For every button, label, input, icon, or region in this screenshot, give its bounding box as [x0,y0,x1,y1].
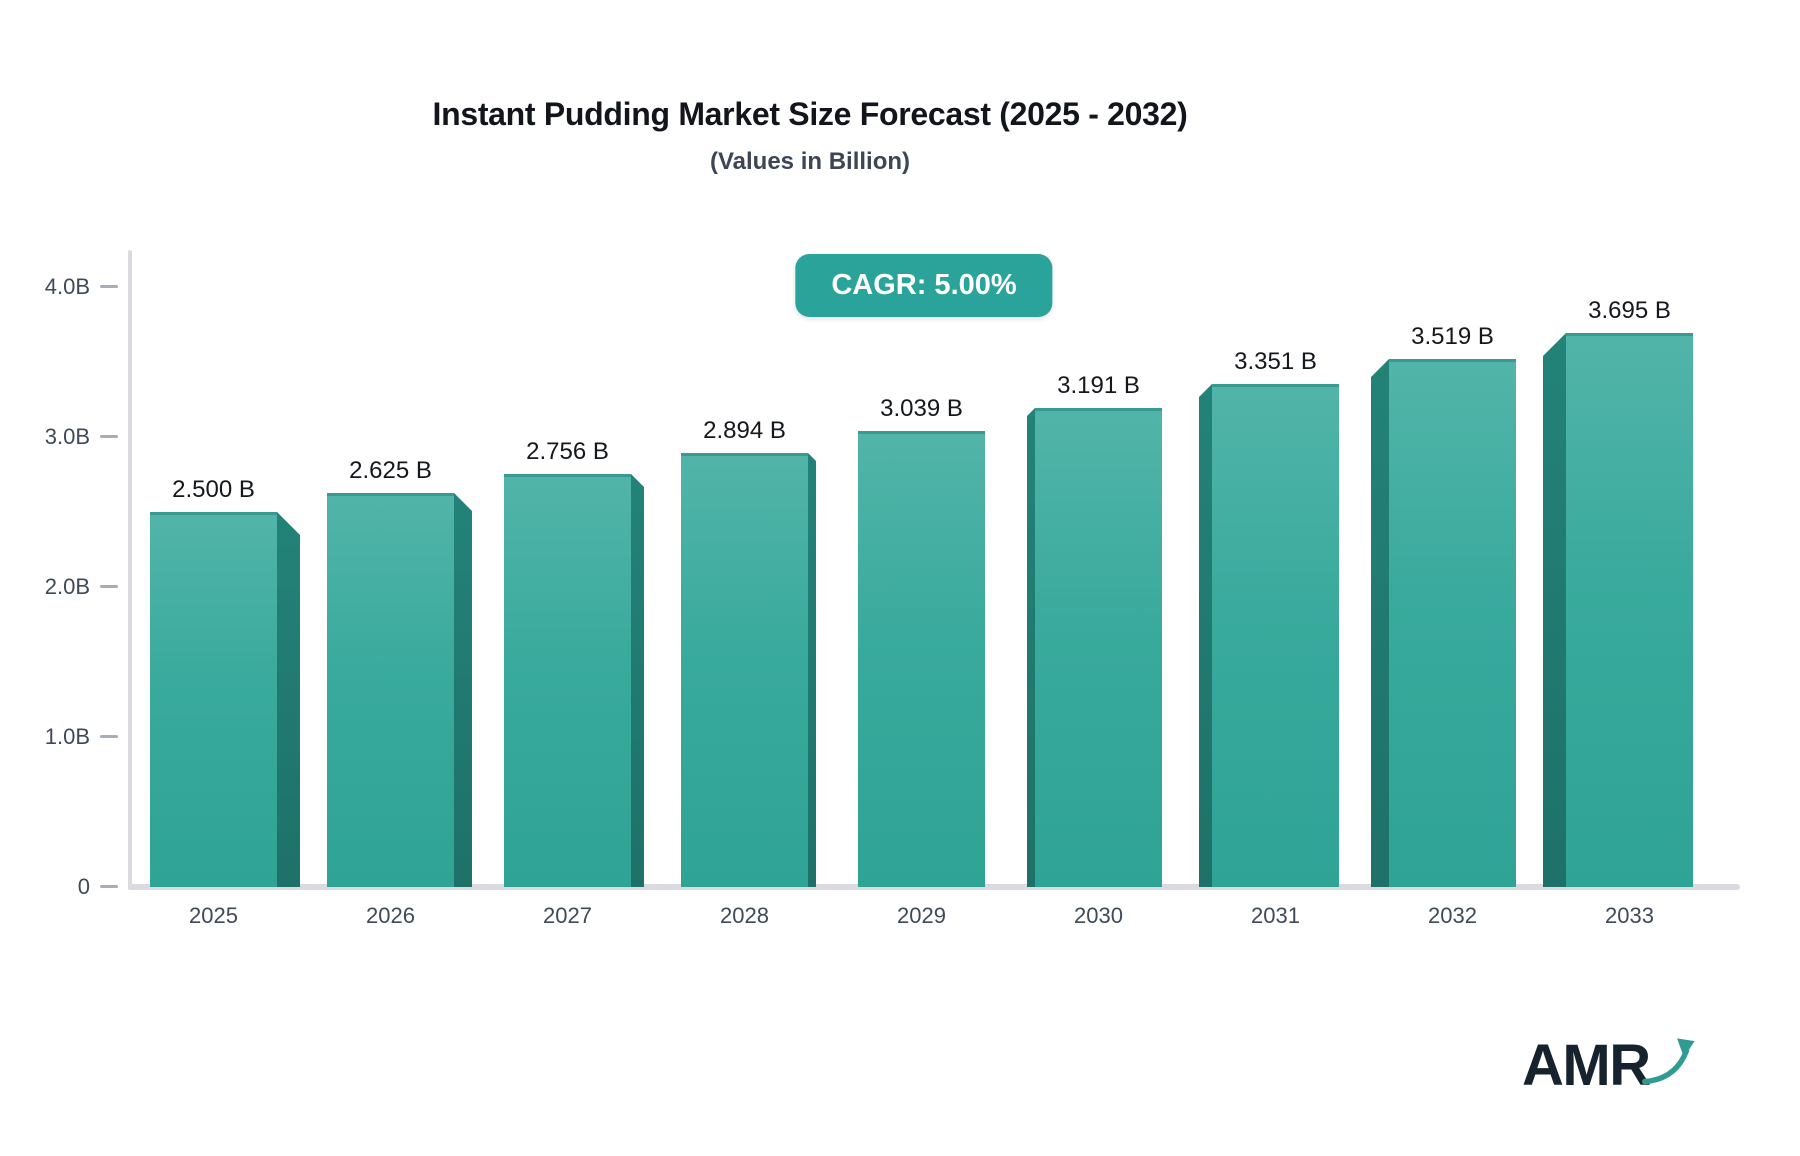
bar-side-2027 [631,474,644,887]
x-axis-label-2030: 2030 [1074,903,1123,928]
growth-arrow-icon [1641,1032,1696,1093]
bar-2027 [504,474,644,887]
bar-value-label-2027: 2.756 B [526,438,609,465]
y-tick-mark [100,885,118,888]
bar-face-2031 [1212,384,1339,887]
y-tick-mark [100,435,118,438]
y-axis-line [128,250,132,890]
bar-side-2028 [808,453,816,887]
amr-logo-text: AMR [1522,1033,1651,1098]
x-axis-label-2031: 2031 [1251,903,1300,928]
y-tick-mark [100,585,118,588]
chart-subtitle: (Values in Billion) [709,148,911,175]
x-axis-label-2026: 2026 [366,903,415,928]
x-axis-label-2028: 2028 [720,903,769,928]
bar-value-label-2028: 2.894 B [703,417,786,444]
bar-face-2027 [504,474,631,887]
bar-face-2030 [1035,408,1162,887]
amr-logo: AMR [1522,1032,1696,1095]
bar-face-2033 [1566,333,1693,887]
bar-2029 [858,431,985,887]
bar-2032 [1371,359,1516,887]
bar-value-label-2032: 3.519 B [1411,323,1494,350]
x-axis-label-2032: 2032 [1428,903,1477,928]
bar-side-2032 [1371,359,1389,887]
bar-2030 [1027,408,1162,887]
bar-2033 [1543,333,1693,887]
bar-value-label-2026: 2.625 B [349,457,432,484]
bar-side-2025 [277,512,300,887]
bar-side-2030 [1027,408,1035,887]
bar-2026 [327,493,472,887]
y-tick-label-4.0B: 4.0B [44,274,90,299]
cagr-badge: CAGR: 5.00% [795,254,1053,317]
x-axis-label-2025: 2025 [189,903,238,928]
y-tick-label-1.0B: 1.0B [44,724,90,749]
bar-face-2028 [681,453,808,887]
y-tick-label-3.0B: 3.0B [44,424,90,449]
bar-2025 [150,512,300,887]
bar-face-2026 [327,493,454,887]
bar-side-2026 [454,493,472,887]
bar-face-2032 [1389,359,1516,887]
bar-face-2025 [150,512,277,887]
y-tick-mark [100,735,118,738]
bar-2031 [1199,384,1339,887]
x-axis-label-2033: 2033 [1605,903,1654,928]
bar-value-label-2025: 2.500 B [172,476,255,503]
y-tick-mark [100,285,118,288]
y-tick-label-2.0B: 2.0B [44,574,90,599]
x-axis-label-2027: 2027 [543,903,592,928]
bar-side-2033 [1543,333,1566,887]
bar-value-label-2031: 3.351 B [1234,348,1317,375]
bar-value-label-2029: 3.039 B [880,395,963,422]
chart-title: Instant Pudding Market Size Forecast (20… [432,96,1188,132]
x-axis-label-2029: 2029 [897,903,946,928]
bar-value-label-2033: 3.695 B [1588,297,1671,324]
bar-value-label-2030: 3.191 B [1057,372,1140,399]
y-tick-label-0: 0 [77,874,90,899]
x-axis-baseline [128,884,1740,890]
bar-face-2029 [858,431,985,887]
bar-2028 [681,453,816,887]
bar-side-2031 [1199,384,1212,887]
